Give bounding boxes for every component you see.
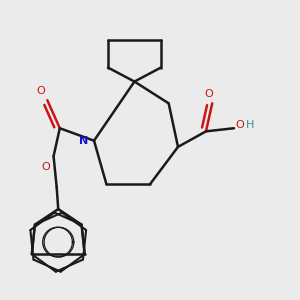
Text: N: N	[79, 136, 88, 146]
Text: O: O	[41, 162, 50, 172]
Text: H: H	[246, 120, 254, 130]
Text: O: O	[205, 89, 214, 99]
Text: O: O	[37, 86, 46, 97]
Text: O: O	[236, 120, 244, 130]
